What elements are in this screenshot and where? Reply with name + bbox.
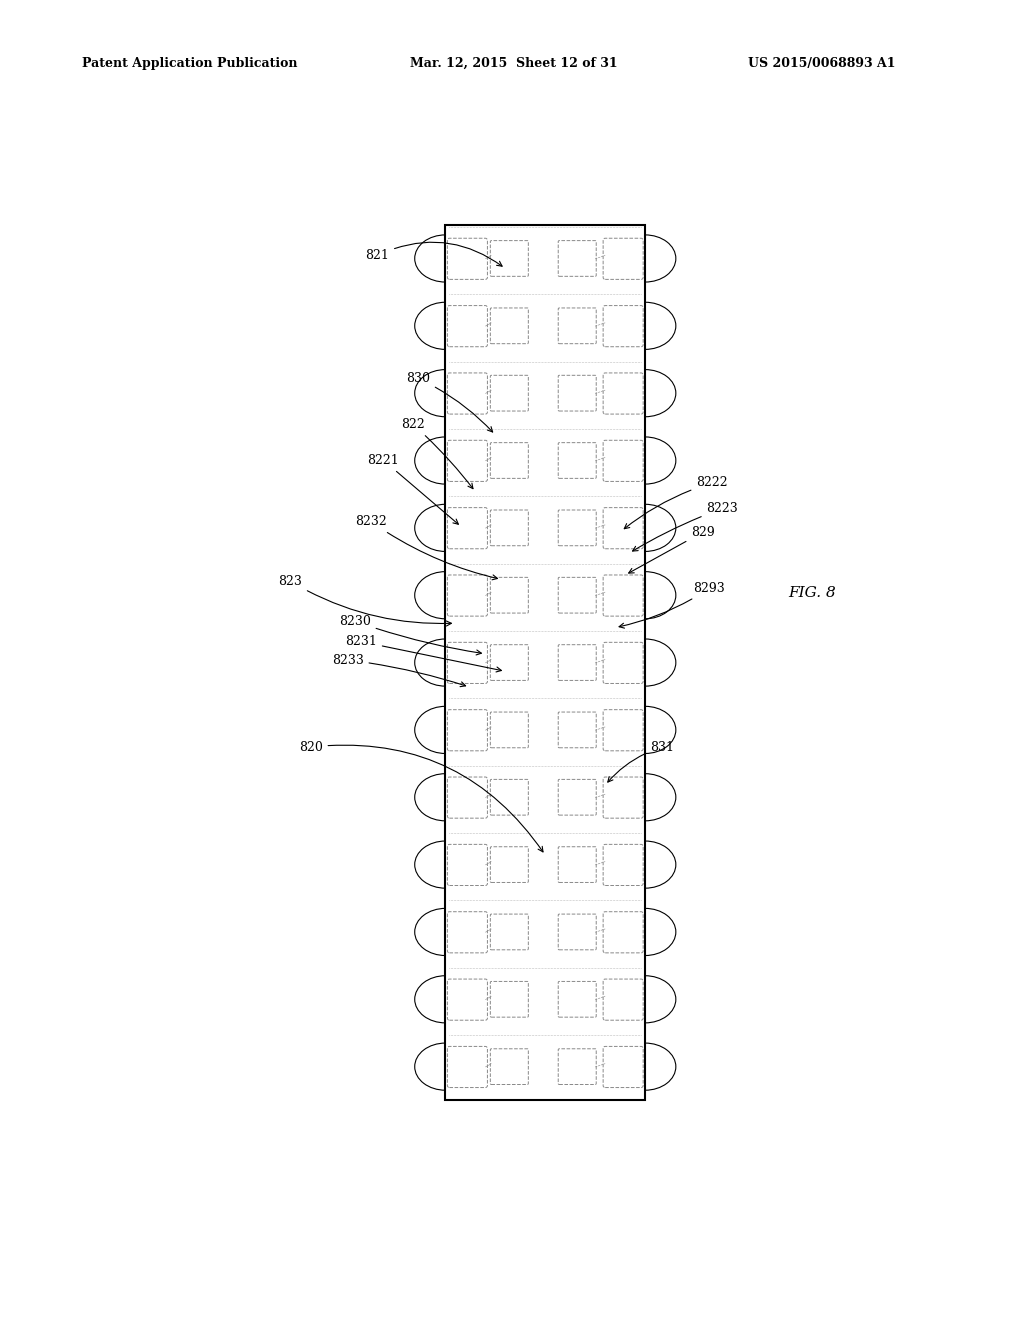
- Text: 823: 823: [279, 574, 452, 626]
- FancyBboxPatch shape: [558, 240, 596, 276]
- FancyBboxPatch shape: [490, 711, 528, 747]
- Text: 8233: 8233: [332, 653, 466, 686]
- FancyBboxPatch shape: [558, 982, 596, 1018]
- FancyBboxPatch shape: [447, 441, 487, 482]
- Text: 831: 831: [608, 741, 674, 781]
- FancyBboxPatch shape: [603, 508, 643, 549]
- FancyBboxPatch shape: [603, 710, 643, 751]
- FancyBboxPatch shape: [558, 308, 596, 343]
- FancyBboxPatch shape: [447, 710, 487, 751]
- FancyBboxPatch shape: [603, 643, 643, 684]
- Text: 8223: 8223: [633, 502, 738, 550]
- FancyBboxPatch shape: [447, 643, 487, 684]
- Text: 8293: 8293: [620, 582, 725, 628]
- FancyBboxPatch shape: [603, 374, 643, 414]
- FancyBboxPatch shape: [490, 577, 528, 612]
- FancyBboxPatch shape: [490, 913, 528, 950]
- Text: 8221: 8221: [368, 454, 459, 524]
- Text: 820: 820: [299, 741, 543, 851]
- FancyBboxPatch shape: [558, 711, 596, 747]
- FancyBboxPatch shape: [558, 442, 596, 478]
- FancyBboxPatch shape: [447, 508, 487, 549]
- FancyBboxPatch shape: [558, 1049, 596, 1085]
- Text: FIG. 8: FIG. 8: [788, 586, 837, 601]
- FancyBboxPatch shape: [447, 306, 487, 347]
- FancyBboxPatch shape: [490, 375, 528, 411]
- FancyBboxPatch shape: [558, 375, 596, 411]
- FancyBboxPatch shape: [603, 576, 643, 616]
- FancyBboxPatch shape: [603, 979, 643, 1020]
- Text: 830: 830: [407, 372, 493, 432]
- FancyBboxPatch shape: [603, 1047, 643, 1088]
- FancyBboxPatch shape: [447, 845, 487, 886]
- Text: 8222: 8222: [625, 477, 728, 529]
- FancyBboxPatch shape: [447, 777, 487, 818]
- FancyBboxPatch shape: [447, 238, 487, 280]
- FancyBboxPatch shape: [490, 982, 528, 1018]
- Text: 8230: 8230: [339, 615, 481, 655]
- Bar: [445, 224, 645, 1101]
- Text: 821: 821: [366, 242, 502, 267]
- FancyBboxPatch shape: [490, 846, 528, 883]
- Text: US 2015/0068893 A1: US 2015/0068893 A1: [748, 57, 895, 70]
- FancyBboxPatch shape: [490, 442, 528, 478]
- FancyBboxPatch shape: [558, 644, 596, 680]
- FancyBboxPatch shape: [447, 1047, 487, 1088]
- Text: 8231: 8231: [345, 635, 502, 672]
- FancyBboxPatch shape: [447, 576, 487, 616]
- FancyBboxPatch shape: [558, 846, 596, 883]
- FancyBboxPatch shape: [490, 779, 528, 816]
- FancyBboxPatch shape: [490, 1049, 528, 1085]
- FancyBboxPatch shape: [447, 979, 487, 1020]
- FancyBboxPatch shape: [490, 240, 528, 276]
- FancyBboxPatch shape: [558, 913, 596, 950]
- FancyBboxPatch shape: [603, 441, 643, 482]
- FancyBboxPatch shape: [558, 510, 596, 545]
- Text: 829: 829: [629, 525, 715, 573]
- FancyBboxPatch shape: [603, 845, 643, 886]
- Text: 8232: 8232: [355, 515, 498, 579]
- FancyBboxPatch shape: [603, 912, 643, 953]
- FancyBboxPatch shape: [447, 912, 487, 953]
- Text: Mar. 12, 2015  Sheet 12 of 31: Mar. 12, 2015 Sheet 12 of 31: [410, 57, 617, 70]
- Text: 822: 822: [401, 418, 473, 488]
- FancyBboxPatch shape: [558, 577, 596, 612]
- FancyBboxPatch shape: [447, 374, 487, 414]
- FancyBboxPatch shape: [490, 308, 528, 343]
- FancyBboxPatch shape: [558, 779, 596, 816]
- Text: Patent Application Publication: Patent Application Publication: [82, 57, 297, 70]
- FancyBboxPatch shape: [603, 777, 643, 818]
- FancyBboxPatch shape: [490, 644, 528, 680]
- FancyBboxPatch shape: [490, 510, 528, 545]
- FancyBboxPatch shape: [603, 238, 643, 280]
- FancyBboxPatch shape: [603, 306, 643, 347]
